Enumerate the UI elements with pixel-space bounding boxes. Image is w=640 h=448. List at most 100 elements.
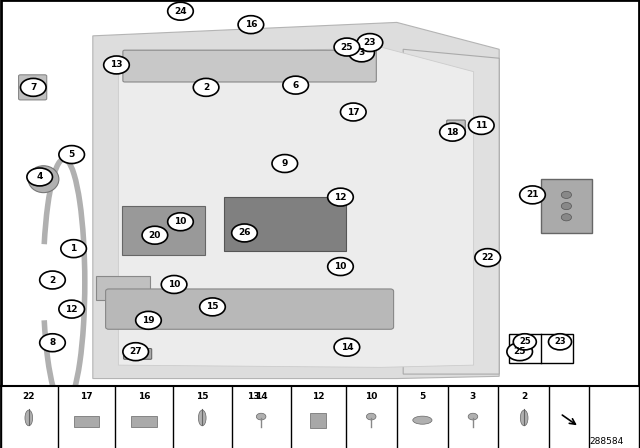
Text: 13: 13	[110, 60, 123, 69]
Circle shape	[440, 123, 465, 141]
Text: 25: 25	[519, 337, 531, 346]
Ellipse shape	[198, 410, 206, 426]
Text: 22: 22	[22, 392, 35, 401]
Ellipse shape	[473, 119, 487, 132]
Text: 18: 18	[446, 128, 459, 137]
Bar	[1, 386, 639, 448]
Text: 288584: 288584	[589, 437, 624, 446]
Circle shape	[59, 146, 84, 164]
Text: 11: 11	[475, 121, 488, 130]
Text: 23: 23	[554, 337, 566, 346]
Text: 10: 10	[334, 262, 347, 271]
Text: 1: 1	[70, 244, 77, 253]
FancyBboxPatch shape	[19, 75, 47, 100]
Text: 23: 23	[364, 38, 376, 47]
Circle shape	[61, 240, 86, 258]
Circle shape	[142, 226, 168, 244]
Text: 3: 3	[470, 392, 476, 401]
Circle shape	[357, 34, 383, 52]
Text: 8: 8	[49, 338, 56, 347]
Bar	[74, 416, 99, 427]
Circle shape	[475, 249, 500, 267]
Circle shape	[561, 214, 572, 221]
Text: 12: 12	[65, 305, 78, 314]
Text: 14: 14	[255, 392, 268, 401]
Text: 2: 2	[49, 276, 56, 284]
Circle shape	[27, 168, 52, 186]
Polygon shape	[403, 49, 499, 374]
Bar	[310, 413, 326, 428]
Circle shape	[328, 188, 353, 206]
Polygon shape	[118, 47, 474, 367]
Circle shape	[340, 103, 366, 121]
Circle shape	[548, 334, 572, 350]
FancyBboxPatch shape	[124, 349, 152, 359]
Circle shape	[349, 44, 374, 62]
Text: 5: 5	[419, 392, 426, 401]
Circle shape	[20, 78, 46, 96]
Circle shape	[123, 343, 148, 361]
Text: 2: 2	[203, 83, 209, 92]
Text: 4: 4	[36, 172, 43, 181]
FancyBboxPatch shape	[447, 120, 465, 135]
Circle shape	[328, 258, 353, 276]
Text: 16: 16	[138, 392, 150, 401]
Text: 21: 21	[526, 190, 539, 199]
Circle shape	[334, 338, 360, 356]
Text: 25: 25	[513, 347, 526, 356]
Text: 5: 5	[68, 150, 75, 159]
Text: 12: 12	[312, 392, 324, 401]
Text: 20: 20	[148, 231, 161, 240]
Text: 17: 17	[347, 108, 360, 116]
Bar	[509, 334, 573, 363]
Text: 10: 10	[168, 280, 180, 289]
Text: 24: 24	[174, 7, 187, 16]
Text: 6: 6	[292, 81, 299, 90]
Circle shape	[200, 298, 225, 316]
Circle shape	[40, 334, 65, 352]
Ellipse shape	[468, 413, 477, 420]
Text: 13: 13	[246, 392, 259, 401]
Circle shape	[507, 343, 532, 361]
Text: 22: 22	[481, 253, 494, 262]
Circle shape	[168, 2, 193, 20]
Circle shape	[136, 311, 161, 329]
Circle shape	[59, 300, 84, 318]
Bar	[131, 416, 157, 427]
Bar	[224, 197, 346, 251]
Ellipse shape	[28, 166, 59, 193]
Circle shape	[238, 16, 264, 34]
Text: 19: 19	[142, 316, 155, 325]
Text: 14: 14	[340, 343, 353, 352]
Text: 26: 26	[238, 228, 251, 237]
Text: 10: 10	[174, 217, 187, 226]
Circle shape	[283, 76, 308, 94]
Circle shape	[40, 271, 65, 289]
Circle shape	[232, 224, 257, 242]
Text: 15: 15	[206, 302, 219, 311]
Ellipse shape	[25, 410, 33, 426]
Text: 12: 12	[334, 193, 347, 202]
Text: 16: 16	[244, 20, 257, 29]
Circle shape	[168, 213, 193, 231]
FancyBboxPatch shape	[123, 50, 376, 82]
Bar	[96, 276, 150, 300]
FancyBboxPatch shape	[541, 179, 592, 233]
FancyBboxPatch shape	[106, 289, 394, 329]
Circle shape	[334, 38, 360, 56]
Text: 27: 27	[129, 347, 142, 356]
Ellipse shape	[413, 416, 432, 424]
Circle shape	[561, 191, 572, 198]
Text: 2: 2	[521, 392, 527, 401]
Circle shape	[193, 78, 219, 96]
Text: 10: 10	[365, 392, 378, 401]
Bar	[122, 206, 205, 255]
Text: 9: 9	[282, 159, 288, 168]
Text: 25: 25	[340, 43, 353, 52]
Circle shape	[272, 155, 298, 172]
Ellipse shape	[256, 413, 266, 420]
Text: 15: 15	[196, 392, 209, 401]
Circle shape	[513, 334, 536, 350]
Circle shape	[161, 276, 187, 293]
Circle shape	[520, 186, 545, 204]
